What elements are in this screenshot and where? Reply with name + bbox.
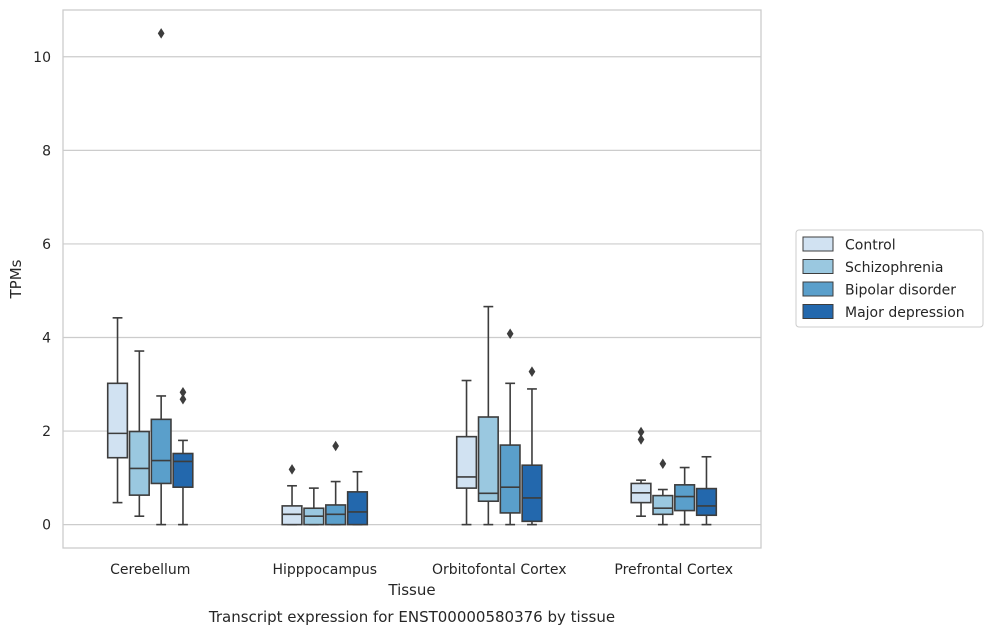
box <box>674 484 696 512</box>
outlier-point <box>637 434 645 445</box>
legend-swatch <box>802 259 834 274</box>
legend: Control Schizophrenia Bipolar disorder Majo… <box>795 229 984 328</box>
box-group <box>455 379 478 526</box>
box <box>499 444 521 514</box>
outlier-point <box>506 328 514 339</box>
box <box>455 435 478 489</box>
y-tick-label: 0 <box>42 518 51 534</box>
gridlines <box>63 56 761 526</box>
box-group <box>695 455 718 526</box>
box-group <box>172 386 194 526</box>
box-group <box>630 426 652 517</box>
box-group <box>106 317 129 504</box>
y-tick-label: 4 <box>42 330 51 346</box>
box-group <box>652 458 674 526</box>
box-group <box>499 328 521 526</box>
x-tick-label: Prefrontal Cortex <box>614 562 733 578</box>
box <box>128 430 150 496</box>
y-axis-label: TPMs <box>7 259 25 299</box>
box <box>521 464 543 523</box>
box <box>477 416 499 503</box>
y-tick-label: 2 <box>42 424 51 440</box>
legend-swatch <box>802 236 834 252</box>
box-group <box>150 28 172 526</box>
y-tick-labels: 0 2 4 6 8 10 <box>33 50 51 534</box>
legend-label: Bipolar disorder <box>845 283 956 299</box>
box-group <box>281 464 303 526</box>
x-tick-label: Cerebellum <box>110 562 190 578</box>
outlier-point <box>528 366 536 377</box>
x-tick-label: Hipppocampus <box>272 562 377 578</box>
box <box>695 487 718 517</box>
outlier-point <box>332 440 340 452</box>
box <box>150 418 172 485</box>
legend-entries: Control Schizophrenia Bipolar disorder Majo… <box>802 236 965 321</box>
box-group <box>346 470 369 526</box>
x-tick-labels: Cerebellum Hipppocampus Orbitofontal Corte… <box>110 562 733 578</box>
chart-caption: Transcript expression for ENST0000058037… <box>208 608 615 626</box>
box-group <box>674 466 696 526</box>
x-axis-label: Tissue <box>387 581 435 599</box>
box-group <box>325 440 347 526</box>
legend-label: Control <box>845 238 896 254</box>
box <box>652 494 674 516</box>
outlier-point <box>179 393 187 405</box>
legend-label: Schizophrenia <box>845 260 943 276</box>
y-tick-label: 10 <box>33 50 51 66</box>
box-group <box>128 350 150 517</box>
legend-label: Major depression <box>845 305 965 321</box>
box <box>346 491 369 526</box>
outlier-point <box>637 426 645 438</box>
y-tick-label: 6 <box>42 237 51 253</box>
x-tick-label: Orbitofontal Cortex <box>432 562 567 578</box>
plot-frame <box>62 9 762 549</box>
box-group <box>303 487 325 526</box>
box-group <box>477 305 499 526</box>
box <box>281 505 303 526</box>
outlier-point <box>157 28 165 39</box>
legend-frame <box>795 229 984 328</box>
y-tick-label: 8 <box>42 143 51 159</box>
box <box>172 452 194 488</box>
outlier-point <box>659 458 667 470</box>
outlier-point <box>288 464 296 475</box>
boxes <box>106 28 718 526</box>
legend-swatch <box>802 281 834 297</box>
box <box>106 382 129 459</box>
legend-swatch <box>802 304 834 319</box>
outlier-point <box>179 386 187 398</box>
box-group <box>521 366 543 526</box>
